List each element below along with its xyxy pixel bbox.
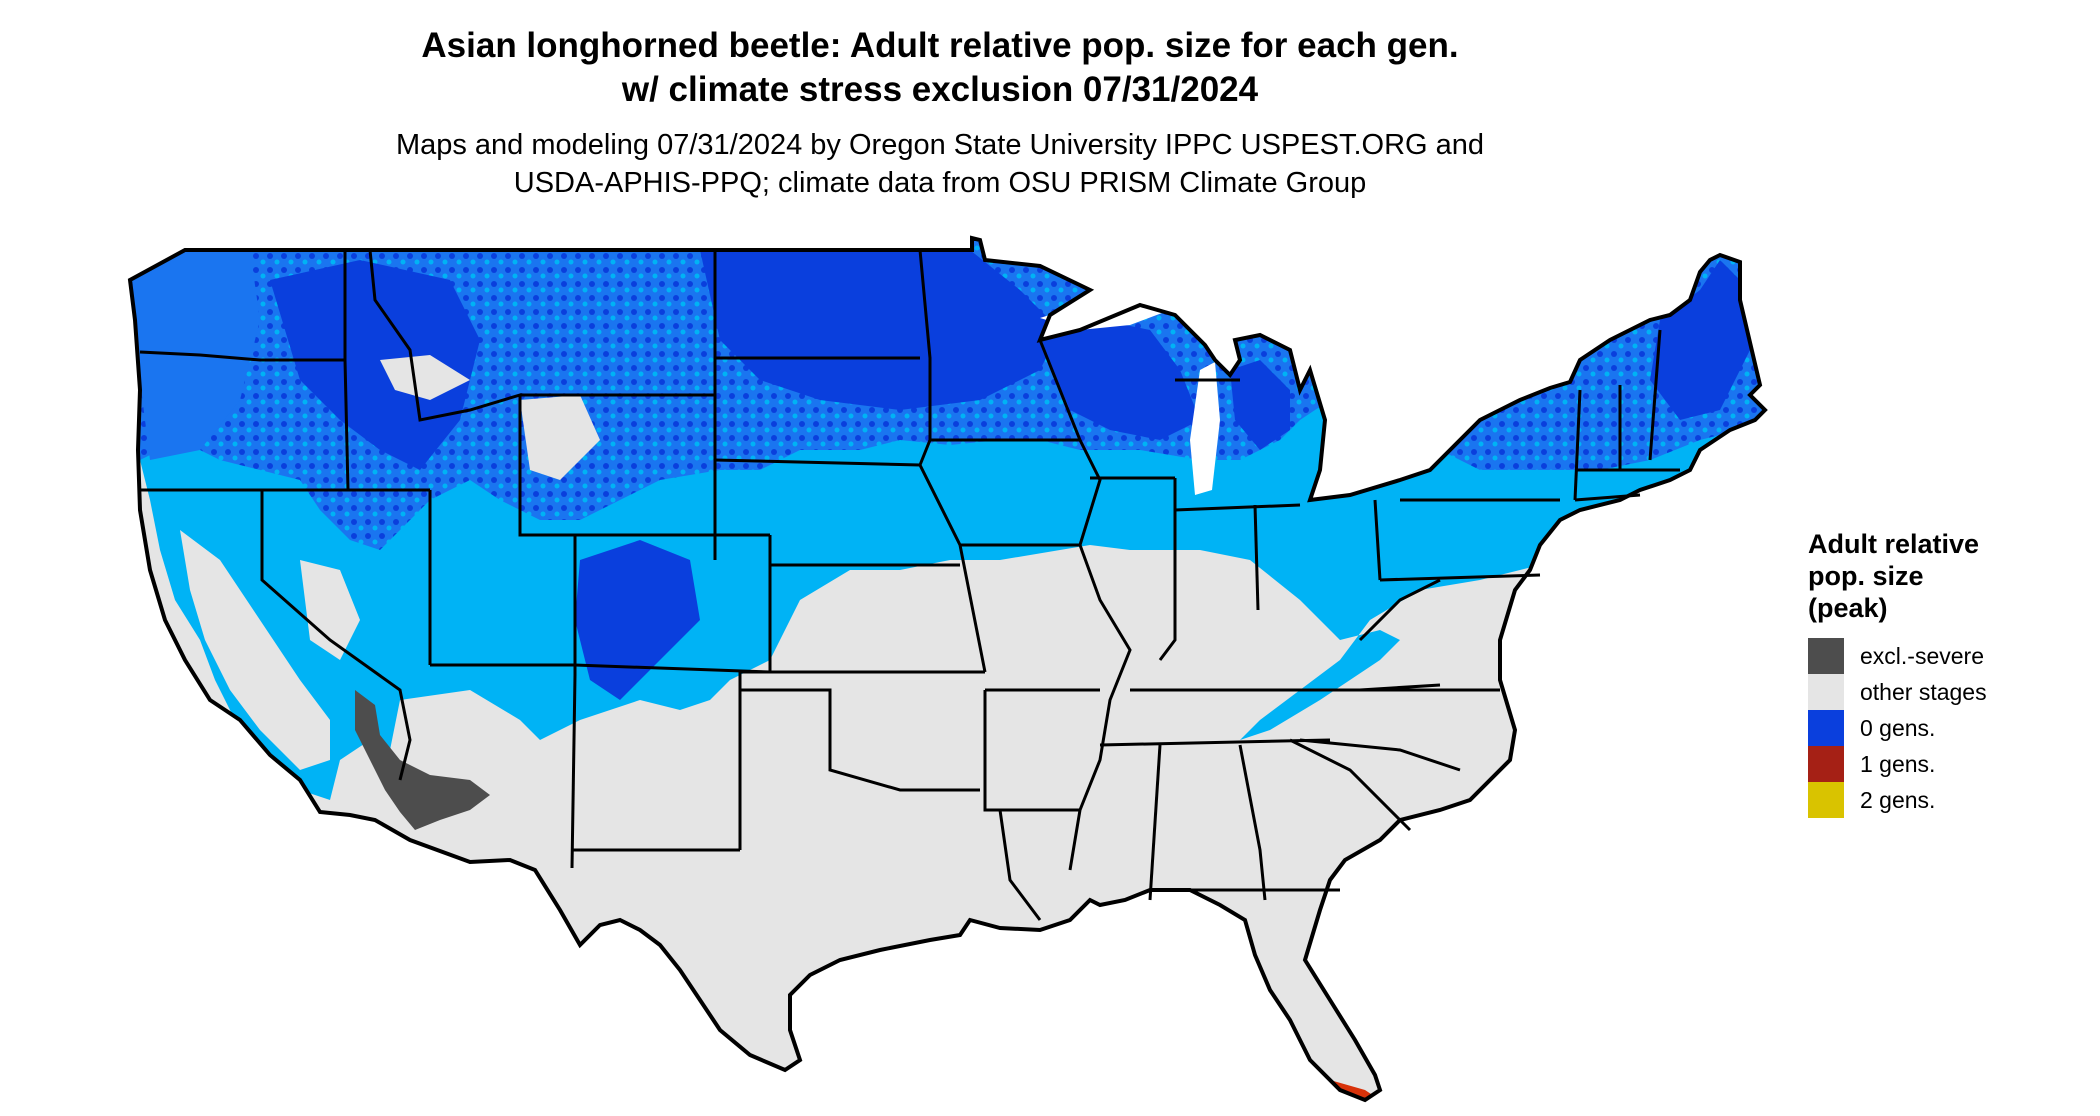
- map-subtitle: Maps and modeling 07/31/2024 by Oregon S…: [0, 126, 1880, 202]
- legend-title-line1: Adult relative: [1808, 529, 1980, 559]
- legend-label: excl.-severe: [1860, 642, 1984, 669]
- legend-title-line2: pop. size: [1808, 561, 1924, 591]
- legend-label: other stages: [1860, 678, 1987, 705]
- legend-swatch: [1808, 674, 1844, 710]
- legend-items: excl.-severe other stages 0 gens. 1 gens…: [1808, 638, 2078, 818]
- legend-label: 1 gens.: [1860, 750, 1936, 777]
- legend-item-0-gens: 0 gens.: [1808, 710, 2078, 746]
- dark-blue-michigan: [1230, 360, 1290, 450]
- dark-blue-colorado: [575, 540, 700, 700]
- lake-michigan: [1190, 362, 1220, 495]
- dark-blue-maine: [1650, 260, 1750, 420]
- grey-great-basin: [300, 560, 360, 660]
- legend-item-2-gens: 2 gens.: [1808, 782, 2078, 818]
- map-subtitle-line2: USDA-APHIS-PPQ; climate data from OSU PR…: [513, 167, 1367, 199]
- map-legend: Adult relative pop. size (peak) excl.-se…: [1808, 528, 2078, 818]
- legend-title-line3: (peak): [1808, 593, 1888, 623]
- grey-central-valley: [180, 530, 330, 770]
- legend-swatch: [1808, 638, 1844, 674]
- map-title: Asian longhorned beetle: Adult relative …: [0, 24, 1880, 112]
- grey-snake-river: [380, 355, 470, 400]
- map-title-line2: w/ climate stress exclusion 07/31/2024: [621, 70, 1259, 109]
- map-subtitle-line1: Maps and modeling 07/31/2024 by Oregon S…: [395, 129, 1485, 161]
- legend-swatch: [1808, 746, 1844, 782]
- legend-title: Adult relative pop. size (peak): [1808, 528, 2078, 624]
- legend-label: 2 gens.: [1860, 786, 1936, 813]
- legend-label: 0 gens.: [1860, 714, 1936, 741]
- legend-swatch: [1808, 782, 1844, 818]
- legend-item-excl-severe: excl.-severe: [1808, 638, 2078, 674]
- legend-swatch: [1808, 710, 1844, 746]
- dark-blue-great-lakes: [1040, 320, 1200, 440]
- grey-wyoming-basin: [520, 395, 600, 480]
- map-title-line1: Asian longhorned beetle: Adult relative …: [421, 26, 1459, 65]
- state-borders: [139, 249, 1680, 921]
- legend-item-1-gens: 1 gens.: [1808, 746, 2078, 782]
- dark-blue-northern-plains: [700, 250, 1060, 410]
- legend-item-other-stages: other stages: [1808, 674, 2078, 710]
- excluded-severe-region: [355, 690, 490, 830]
